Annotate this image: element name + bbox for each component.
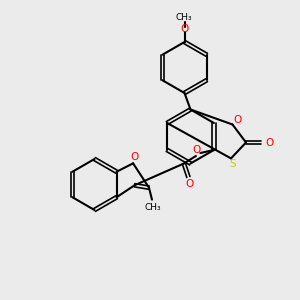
Text: S: S — [229, 159, 236, 169]
Text: O: O — [186, 178, 194, 189]
Text: O: O — [130, 152, 139, 162]
Text: O: O — [193, 145, 201, 155]
Text: O: O — [180, 24, 188, 34]
Text: O: O — [265, 137, 274, 148]
Text: CH₃: CH₃ — [176, 14, 193, 22]
Text: O: O — [233, 115, 241, 125]
Text: CH₃: CH₃ — [144, 203, 161, 212]
